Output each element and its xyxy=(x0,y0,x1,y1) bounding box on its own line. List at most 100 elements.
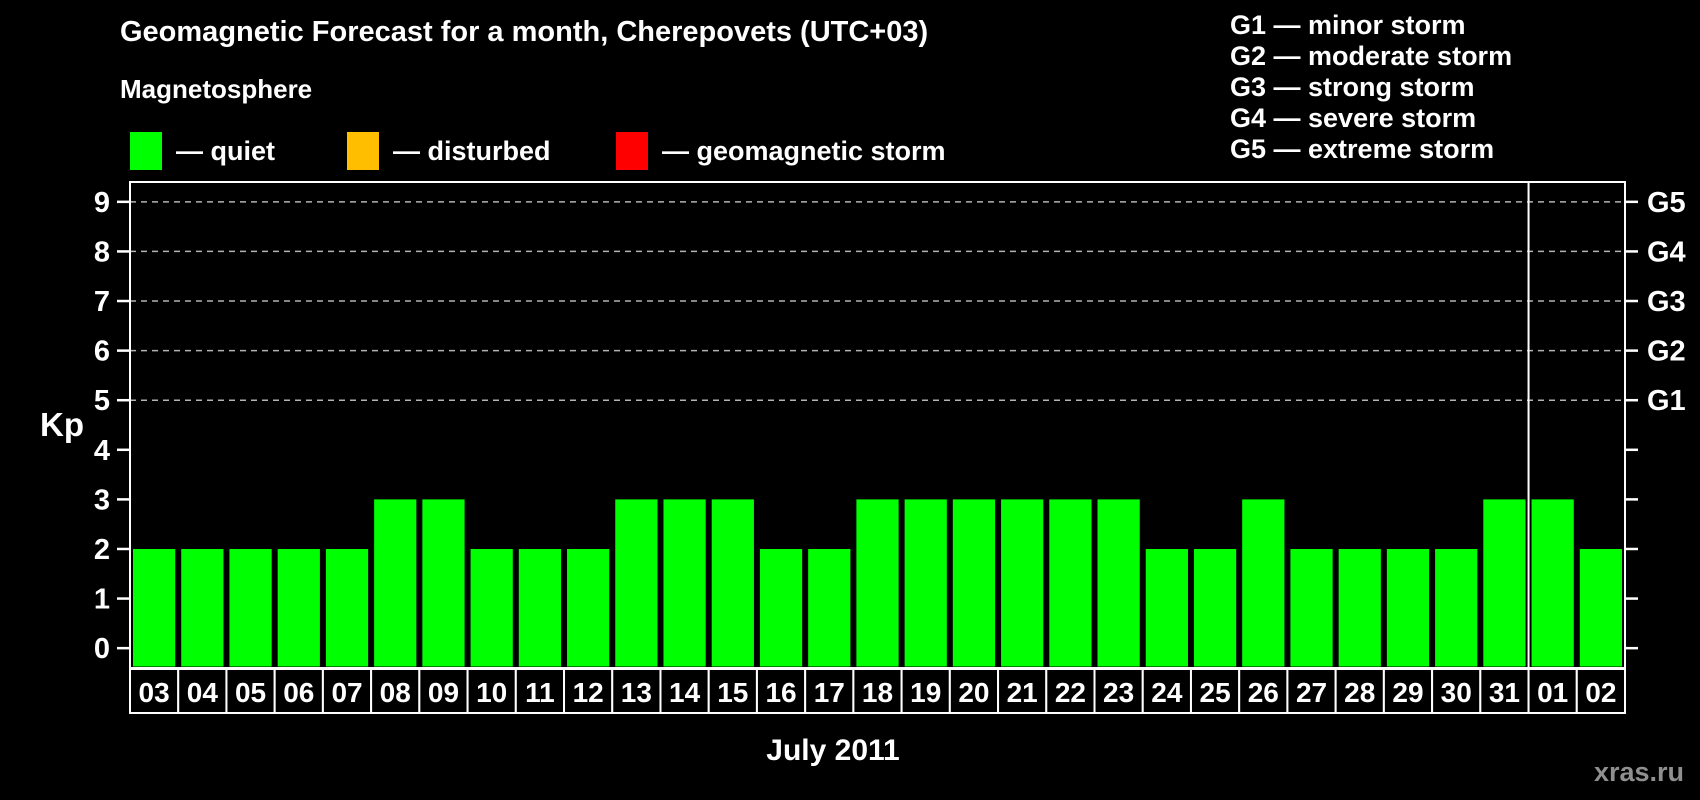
day-cell-01 xyxy=(1527,668,1578,714)
day-label-27: 27 xyxy=(1296,677,1327,708)
bar-day-08 xyxy=(374,499,417,667)
legend-item-storm: — geomagnetic storm xyxy=(616,132,946,170)
y-tick-label-0: 0 xyxy=(94,633,110,665)
day-cell-19 xyxy=(900,668,951,714)
day-label-03: 03 xyxy=(139,677,170,708)
bar-day-15 xyxy=(711,499,754,667)
day-label-31: 31 xyxy=(1489,677,1520,708)
storm-scale-g4: G4 — severe storm xyxy=(1230,103,1477,133)
day-label-06: 06 xyxy=(283,677,314,708)
day-cell-21 xyxy=(997,668,1048,714)
day-label-05: 05 xyxy=(235,677,266,708)
day-cell-09 xyxy=(418,668,469,714)
bar-day-23 xyxy=(1097,499,1140,667)
right-axis-label-G2: G2 xyxy=(1647,336,1686,368)
day-cell-14 xyxy=(659,668,710,714)
day-cell-27 xyxy=(1286,668,1337,714)
bar-day-09 xyxy=(422,499,465,667)
legend-label-storm: — geomagnetic storm xyxy=(662,136,946,166)
disturbed-color-swatch xyxy=(347,132,379,170)
day-label-14: 14 xyxy=(669,677,701,708)
day-label-08: 08 xyxy=(380,677,411,708)
bar-day-07 xyxy=(325,548,369,667)
bar-day-16 xyxy=(759,548,803,667)
day-label-11: 11 xyxy=(525,677,555,708)
chart-title: Geomagnetic Forecast for a month, Cherep… xyxy=(120,16,929,48)
day-cell-05 xyxy=(225,668,276,714)
y-tick-label-4: 4 xyxy=(94,435,110,467)
bar-day-17 xyxy=(808,548,851,667)
day-label-28: 28 xyxy=(1344,677,1375,708)
day-cell-02 xyxy=(1575,668,1626,714)
day-label-15: 15 xyxy=(717,677,748,708)
day-cell-16 xyxy=(755,668,807,714)
day-cell-26 xyxy=(1238,668,1289,714)
day-label-29: 29 xyxy=(1392,677,1423,708)
bar-day-27 xyxy=(1290,548,1333,667)
day-label-23: 23 xyxy=(1103,677,1134,708)
y-tick-label-6: 6 xyxy=(94,336,110,368)
day-label-12: 12 xyxy=(573,677,604,708)
y-tick-label-9: 9 xyxy=(94,187,110,219)
day-label-09: 09 xyxy=(428,677,459,708)
bar-day-29 xyxy=(1386,548,1430,667)
bar-day-01 xyxy=(1531,499,1574,667)
bar-day-21 xyxy=(1001,499,1044,667)
bar-day-25 xyxy=(1193,548,1237,667)
right-axis-label-G1: G1 xyxy=(1647,385,1686,417)
day-cell-07 xyxy=(321,668,373,714)
y-tick-label-7: 7 xyxy=(94,286,110,318)
y-tick-label-1: 1 xyxy=(94,584,110,616)
legend-label-quiet: — quiet xyxy=(176,136,275,166)
magnetosphere-label: Magnetosphere xyxy=(120,74,313,104)
day-cell-10 xyxy=(466,668,517,714)
bar-day-22 xyxy=(1049,499,1092,667)
x-axis-month-label: July 2011 xyxy=(766,734,900,767)
bar-day-19 xyxy=(904,499,947,667)
storm-scale-g2: G2 — moderate storm xyxy=(1230,41,1513,71)
day-label-02: 02 xyxy=(1585,677,1616,708)
bar-day-04 xyxy=(181,548,224,667)
legend-item-disturbed: — disturbed xyxy=(347,132,551,170)
right-axis-label-G3: G3 xyxy=(1647,286,1686,318)
y-tick-label-3: 3 xyxy=(94,484,110,516)
day-label-20: 20 xyxy=(958,677,989,708)
y-axis-title: Kp xyxy=(40,406,84,443)
bar-day-10 xyxy=(470,548,513,667)
storm-color-swatch xyxy=(616,132,648,170)
bar-day-28 xyxy=(1338,548,1381,667)
bar-day-24 xyxy=(1145,548,1188,667)
legend-label-disturbed: — disturbed xyxy=(393,136,551,166)
bar-day-20 xyxy=(952,499,996,667)
day-label-19: 19 xyxy=(910,677,941,708)
bar-day-31 xyxy=(1483,499,1526,667)
bar-day-11 xyxy=(518,548,562,667)
bar-day-30 xyxy=(1435,548,1478,667)
day-cell-31 xyxy=(1479,668,1530,714)
right-axis-label-G4: G4 xyxy=(1647,236,1686,268)
day-label-04: 04 xyxy=(187,677,219,708)
day-label-16: 16 xyxy=(765,677,796,708)
day-cell-20 xyxy=(948,668,1000,714)
day-label-21: 21 xyxy=(1007,677,1038,708)
day-cell-25 xyxy=(1189,668,1241,714)
bar-day-14 xyxy=(663,499,706,667)
day-cell-12 xyxy=(563,668,614,714)
day-cell-06 xyxy=(273,668,324,714)
bar-day-02 xyxy=(1579,548,1622,667)
day-label-07: 07 xyxy=(331,677,362,708)
right-axis-label-G5: G5 xyxy=(1647,187,1686,219)
bar-day-06 xyxy=(277,548,320,667)
storm-scale-g3: G3 — strong storm xyxy=(1230,72,1475,102)
day-label-25: 25 xyxy=(1200,677,1231,708)
bar-day-18 xyxy=(856,499,899,667)
storm-scale-g1: G1 — minor storm xyxy=(1230,10,1466,40)
day-label-30: 30 xyxy=(1441,677,1472,708)
day-cell-29 xyxy=(1382,668,1434,714)
watermark: xras.ru xyxy=(1593,757,1684,787)
bar-day-13 xyxy=(615,499,658,667)
y-tick-label-8: 8 xyxy=(94,236,110,268)
day-cell-13 xyxy=(611,668,662,714)
